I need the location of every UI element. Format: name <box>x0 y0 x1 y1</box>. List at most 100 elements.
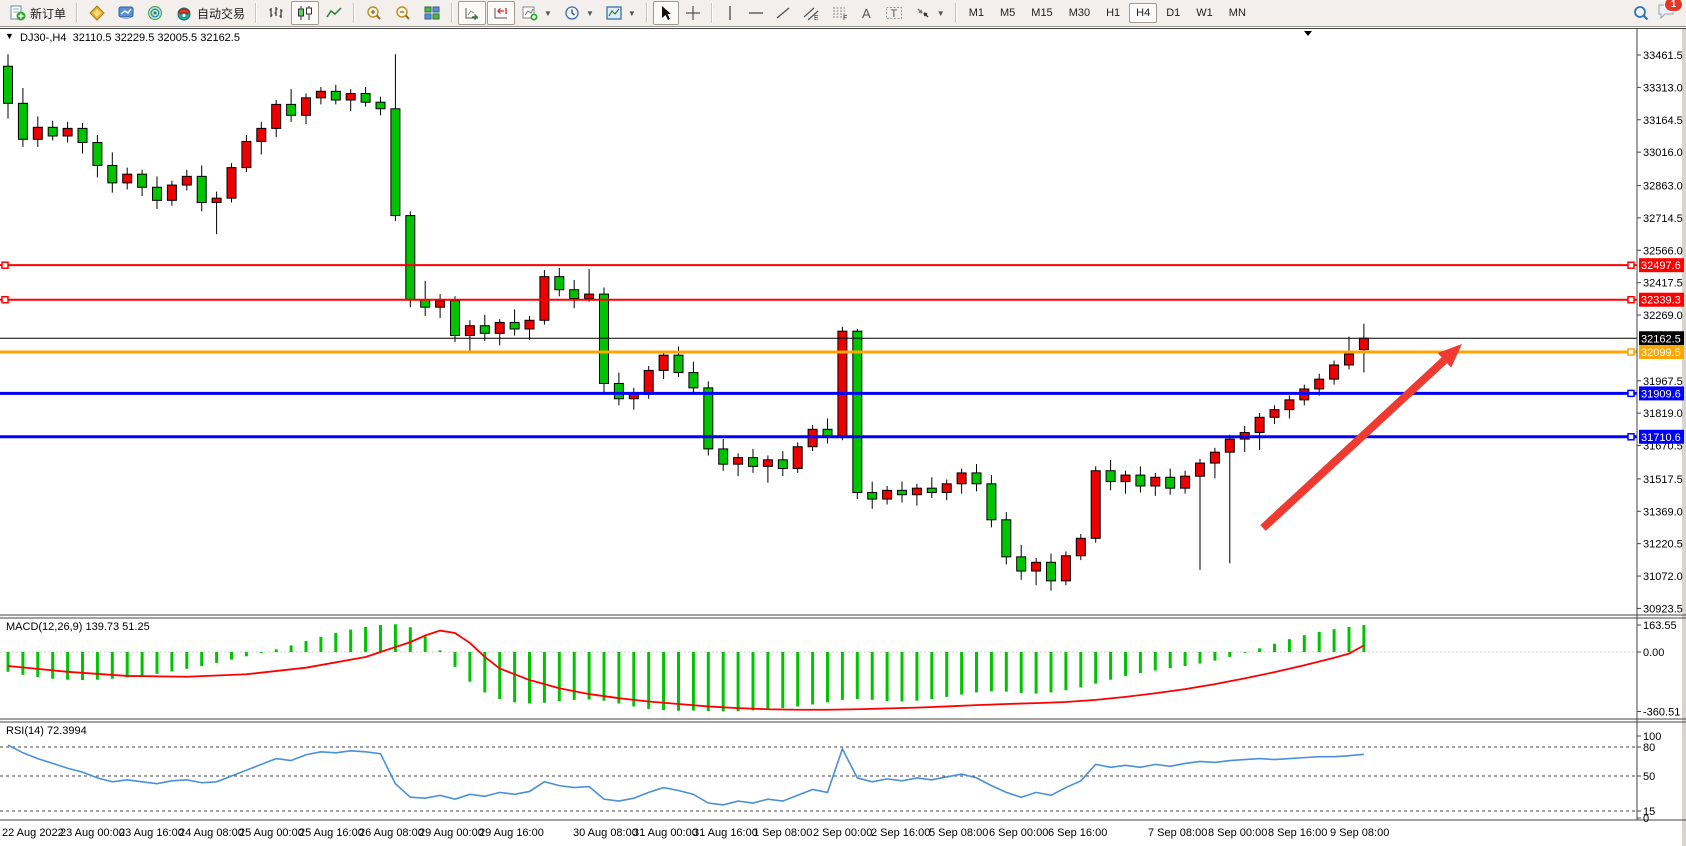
line-handle[interactable] <box>1627 295 1635 304</box>
new-chart-dropdown[interactable]: ▼ <box>516 1 557 25</box>
toolbar-separator <box>645 3 648 23</box>
price-tick-label: 31967.5 <box>1643 376 1683 388</box>
candle-body <box>628 393 639 400</box>
text-button[interactable]: A <box>855 1 879 25</box>
time-axis-label[interactable]: 6 Sep 00:00 <box>989 827 1048 839</box>
timeframe-M15[interactable]: M15 <box>1031 7 1053 19</box>
candle-body <box>509 321 520 330</box>
candle-body <box>1060 555 1071 582</box>
time-axis-label[interactable]: 6 Sep 16:00 <box>1048 827 1107 839</box>
time-axis-label[interactable]: 29 Aug 16:00 <box>479 827 544 839</box>
trend-arrow-head[interactable] <box>1437 344 1462 368</box>
time-axis-label[interactable]: 25 Aug 00:00 <box>239 827 304 839</box>
line-handle[interactable] <box>1627 433 1635 441</box>
time-axis-label[interactable]: 22 Aug 2022 <box>2 827 64 839</box>
candlestick-chart-button[interactable] <box>291 1 320 25</box>
chevron-down-icon: ▼ <box>544 8 552 18</box>
price-tick-label: 32269.0 <box>1643 310 1683 322</box>
timeframe-M30[interactable]: M30 <box>1068 7 1091 19</box>
chart-collapse-icon[interactable]: ▼ <box>5 31 14 41</box>
search-button[interactable] <box>1627 1 1655 25</box>
text-label-button[interactable]: T <box>880 1 908 25</box>
candle-body <box>62 127 73 137</box>
price-line-label-box <box>1639 292 1684 307</box>
candle-body <box>450 300 460 337</box>
time-axis-label[interactable]: 8 Sep 00:00 <box>1208 827 1267 839</box>
crosshair-button[interactable] <box>680 1 706 25</box>
chart-shift-button[interactable] <box>487 1 516 25</box>
line-chart-button[interactable] <box>320 1 348 25</box>
bar-chart-button[interactable] <box>262 1 290 25</box>
time-axis-label[interactable]: 2 Sep 00:00 <box>813 827 872 839</box>
new-order-button[interactable]: 新订单 <box>4 1 71 25</box>
time-axis-label[interactable]: 24 Aug 08:00 <box>179 827 244 839</box>
timeframe-D1[interactable]: D1 <box>1166 7 1181 19</box>
line-handle[interactable] <box>1627 261 1635 269</box>
cursor-button[interactable] <box>652 1 679 25</box>
equidistant-channel-button[interactable]: E <box>797 1 825 25</box>
signals-button[interactable] <box>141 1 169 25</box>
terminal-button[interactable] <box>112 1 140 25</box>
timeframe-M1[interactable]: M1 <box>968 7 984 19</box>
candle-body <box>1165 476 1176 489</box>
line-handle[interactable] <box>1627 389 1635 398</box>
time-axis-label[interactable]: 2 Sep 16:00 <box>871 827 930 839</box>
candle-body <box>1269 409 1280 418</box>
candle-body <box>211 197 222 204</box>
candle-body <box>1075 537 1086 557</box>
auto-scroll-button[interactable] <box>458 1 487 25</box>
candle-body <box>822 428 833 437</box>
period-clock-dropdown[interactable]: ▼ <box>558 1 599 25</box>
price-tick-label: 31369.0 <box>1643 506 1683 518</box>
price-tick-label: 31072.0 <box>1643 571 1683 583</box>
rsi-indicator-label: RSI(14) 72.3994 <box>6 725 87 737</box>
time-axis-label[interactable]: 25 Aug 16:00 <box>299 827 364 839</box>
time-axis-label[interactable]: 7 Sep 08:00 <box>1148 827 1207 839</box>
chart-title: DJ30-,H4 32110.5 32229.5 32005.5 32162.5 <box>20 32 240 44</box>
time-axis-label[interactable]: 31 Aug 00:00 <box>633 827 698 839</box>
notifications-button[interactable]: 1 <box>1656 0 1683 25</box>
trendline-button[interactable] <box>770 1 796 25</box>
auto-trading-button[interactable]: 自动交易 <box>170 1 250 25</box>
time-axis-label[interactable]: 9 Sep 08:00 <box>1330 827 1389 839</box>
time-axis-label[interactable]: 8 Sep 16:00 <box>1268 827 1327 839</box>
template-dropdown[interactable]: ▼ <box>600 1 641 25</box>
candle-body <box>1046 561 1056 582</box>
timeframe-MN[interactable]: MN <box>1228 7 1246 19</box>
zoom-in-button[interactable] <box>360 1 388 25</box>
time-axis-label[interactable]: 23 Aug 00:00 <box>60 827 125 839</box>
time-axis-label[interactable]: 26 Aug 08:00 <box>359 827 424 839</box>
timeframe-W1[interactable]: W1 <box>1196 7 1213 19</box>
arrows-dropdown[interactable]: ▼ <box>909 1 950 25</box>
line-handle[interactable] <box>1 295 9 304</box>
timeframe-M5[interactable]: M5 <box>1000 7 1016 19</box>
time-axis-label[interactable]: 30 Aug 08:00 <box>573 827 638 839</box>
timeframe-H4[interactable]: H4 <box>1129 3 1158 23</box>
macd-tick-label: 0.00 <box>1643 647 1664 659</box>
fibonacci-button[interactable]: F <box>826 1 854 25</box>
zoom-out-button[interactable] <box>389 1 417 25</box>
candle-body <box>584 293 595 299</box>
gold-badge-button[interactable] <box>83 1 111 25</box>
signals-icon <box>148 6 163 20</box>
timeframe-H1[interactable]: H1 <box>1106 7 1121 19</box>
candle-body <box>1120 474 1131 483</box>
time-axis-label[interactable]: 5 Sep 08:00 <box>929 827 988 839</box>
time-axis-label[interactable]: 1 Sep 08:00 <box>753 827 812 839</box>
price-line-label-box <box>1639 258 1684 273</box>
line-handle[interactable] <box>1 261 9 269</box>
search-icon <box>1634 5 1649 20</box>
horizontal-line-button[interactable] <box>743 1 769 25</box>
time-axis-label[interactable]: 31 Aug 16:00 <box>693 827 758 839</box>
chart-canvas[interactable]: 33461.5 33313.0 33164.5 33016.0 32863.0 32714… <box>0 28 1686 846</box>
time-axis-label[interactable]: 29 Aug 00:00 <box>419 827 484 839</box>
candle-body <box>777 459 788 470</box>
vertical-line-button[interactable] <box>718 1 742 25</box>
candle-body <box>435 300 446 308</box>
candle-body <box>137 173 148 188</box>
rsi-tick-label: 50 <box>1643 771 1655 783</box>
tile-windows-button[interactable] <box>418 1 446 25</box>
time-axis-label[interactable]: 23 Aug 16:00 <box>119 827 184 839</box>
line-handle[interactable] <box>1627 348 1635 356</box>
trend-arrow-shaft[interactable] <box>1260 357 1448 531</box>
